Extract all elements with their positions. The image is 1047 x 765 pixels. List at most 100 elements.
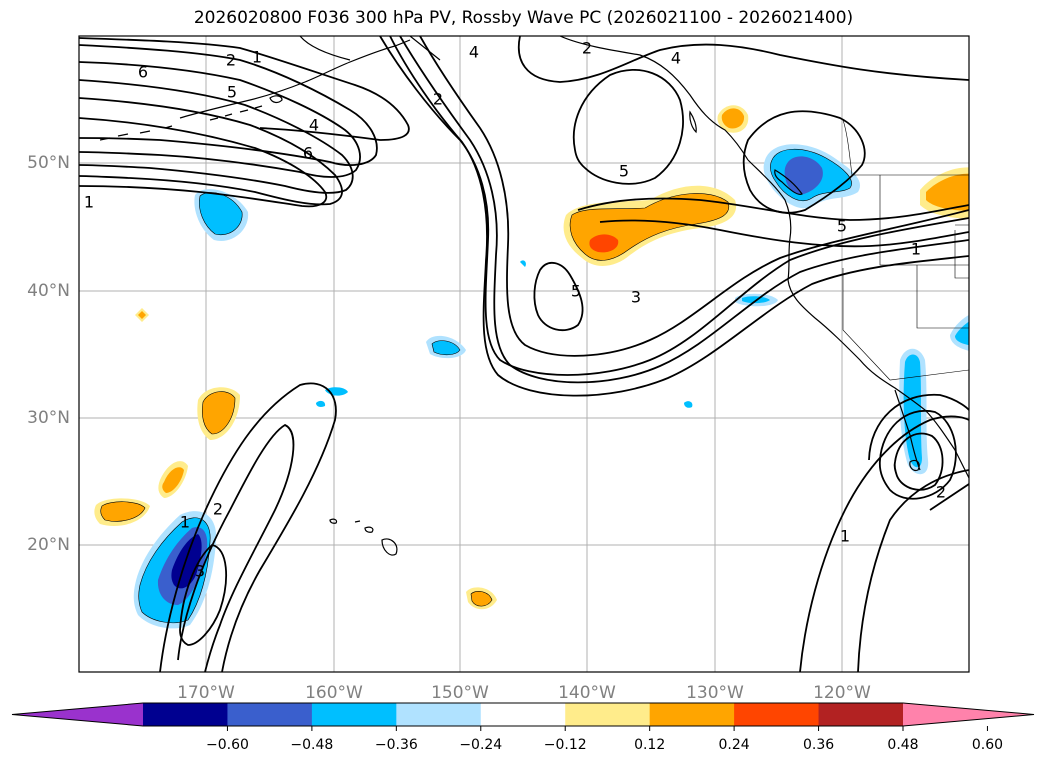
- contour-label: 5: [227, 83, 237, 102]
- haida-gwaii: [689, 110, 697, 134]
- positive-anomaly-west-core: [100, 501, 145, 522]
- alaska-peninsula: [179, 39, 411, 119]
- map-frame: [78, 35, 970, 673]
- contour-label: 2: [433, 90, 443, 109]
- colorbar-segment: [311, 703, 397, 726]
- colorbar-tick-label: 0.60: [972, 737, 1003, 753]
- negative-anomaly-tiny-d: [520, 260, 526, 267]
- colorbar-tick-label: −0.48: [290, 737, 333, 753]
- pv-contour-nw-6: [79, 117, 328, 208]
- contour-label: 3: [631, 288, 641, 307]
- contour-label: 2: [226, 51, 236, 70]
- pv-contour-se-4: [893, 432, 944, 491]
- colorbar-under-arrow: [12, 703, 143, 726]
- colorbar-tick-label: −0.12: [544, 737, 587, 753]
- map-title: 2026020800 F036 300 hPa PV, Rossby Wave …: [193, 8, 854, 28]
- contour-label: 1: [252, 48, 262, 67]
- pv-contour-closed-low: [572, 69, 684, 185]
- pv-contour-se-3: [878, 409, 957, 500]
- contour-labels: 6 2 1 5 4 6 2 4 2 4 5 5 5 3 1 1 2 3 1 2 …: [84, 39, 946, 581]
- pv-contour-ridge-1: [577, 197, 969, 221]
- negative-anomaly-tiny-c: [684, 401, 693, 408]
- pv-contours: [79, 36, 969, 672]
- contour-label: 6: [303, 144, 313, 163]
- contour-label: 5: [619, 162, 629, 181]
- colorbar-segment: [396, 703, 482, 726]
- vancouver-island: [774, 169, 803, 195]
- pv-contour-nw-4: [79, 79, 354, 194]
- positive-anomaly-dot-core: [138, 311, 146, 319]
- contour-label: 1: [180, 513, 190, 532]
- bc-coast: [747, 159, 792, 281]
- pv-contour-sw-1: [159, 382, 337, 672]
- positive-anomaly-midpac-core: [202, 391, 235, 434]
- positive-anomaly-bc-core: [721, 108, 745, 129]
- pv-contour-sw-3: [179, 544, 227, 646]
- negative-anomaly-east-core: [955, 321, 969, 346]
- colorbar-segment: [227, 703, 313, 726]
- colorbar-tick-label: −0.60: [206, 737, 249, 753]
- contour-label: 5: [571, 282, 581, 301]
- lon-label: 120°W: [813, 683, 871, 703]
- colorbar-segment: [480, 703, 566, 726]
- colorbar-tick-label: 0.36: [803, 737, 834, 753]
- latitude-labels: 50°N 40°N 30°N 20°N: [27, 153, 70, 555]
- colorbar-segment: [143, 703, 228, 726]
- colorbar-tick-label: 0.24: [719, 737, 750, 753]
- contour-label: 6: [138, 63, 148, 82]
- contour-label: 1: [84, 193, 94, 212]
- pv-contour-nw-1: [79, 37, 410, 141]
- lon-label: 140°W: [558, 683, 616, 703]
- map-panel: 6 2 1 5 4 6 2 4 2 4 5 5 5 3 1 1 2 3 1 2 …: [79, 36, 969, 672]
- contour-label: 2: [582, 39, 592, 58]
- pv-contour-nw-3: [79, 61, 361, 178]
- contour-label: 4: [469, 43, 479, 62]
- contour-label: 4: [671, 49, 681, 68]
- lon-label: 150°W: [431, 683, 489, 703]
- colorbar-segment: [734, 703, 820, 726]
- lat-label: 50°N: [27, 153, 70, 173]
- colorbar-segment: [649, 703, 735, 726]
- contour-label: 3: [195, 562, 205, 581]
- kodiak: [269, 95, 283, 104]
- pv-contour-sw-2: [177, 423, 295, 672]
- pv-contour-se-1: [799, 415, 969, 672]
- baja-islands: [909, 459, 920, 472]
- negative-anomaly-tiny-b: [316, 400, 326, 407]
- colorbar-segment: [565, 703, 651, 726]
- lon-label: 130°W: [686, 683, 744, 703]
- colorbar-segment: [818, 703, 904, 726]
- pv-contour-trough-4: [389, 36, 969, 397]
- pv-contour-nw-2: [79, 44, 378, 166]
- negative-anomaly-baja-core: [903, 354, 922, 468]
- contour-label: 5: [837, 217, 847, 236]
- colorbar-tick-label: 0.48: [887, 737, 918, 753]
- hawaii-islands: [329, 518, 398, 556]
- colorbar-outline: [11, 702, 1035, 727]
- pv-contour-trough-3: [399, 36, 969, 384]
- pv-contour-nw-5: [79, 97, 343, 206]
- colorbar-tick-label: 0.12: [634, 737, 665, 753]
- negative-anomaly-south-peak: [171, 534, 202, 589]
- positive-anomaly-hawaii-s-core: [471, 591, 492, 607]
- pv-contour-ridge-2: [599, 219, 969, 248]
- lat-label: 40°N: [27, 281, 70, 301]
- negative-anomaly-central-core: [432, 340, 460, 355]
- contour-label: 1: [840, 527, 850, 546]
- positive-anomaly-strip-core: [162, 467, 184, 493]
- colorbar-over-arrow: [903, 703, 1034, 726]
- contour-label: 1: [911, 240, 921, 259]
- negative-anomaly-aleutian-core: [199, 192, 243, 235]
- pv-contour-north-arc: [517, 36, 969, 83]
- lat-label: 20°N: [27, 535, 70, 555]
- pv-contour-pnw-loop: [742, 110, 866, 214]
- contour-label: 4: [309, 116, 319, 135]
- lon-label: 160°W: [305, 683, 363, 703]
- contour-label: 2: [936, 483, 946, 502]
- positive-anomaly-peak: [589, 234, 619, 253]
- contour-label: 2: [213, 500, 223, 519]
- pv-contour-se-6: [929, 483, 969, 511]
- longitude-labels: 170°W 160°W 150°W 140°W 130°W 120°W: [177, 683, 871, 703]
- pv-contour-se-5: [868, 393, 969, 461]
